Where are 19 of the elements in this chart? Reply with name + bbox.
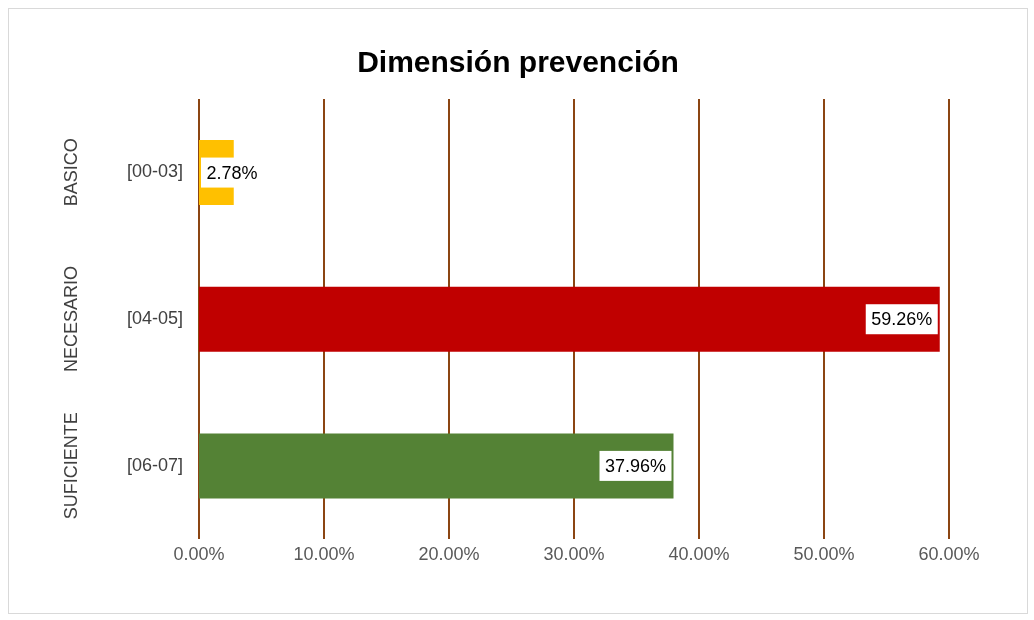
data-label: 2.78% (206, 162, 258, 183)
chart-title: Dimensión prevención (356, 45, 680, 79)
x-tick-label: 40.00% (668, 543, 730, 564)
x-tick-label: 60.00% (918, 543, 980, 564)
y-tick-label: [00-03] (126, 161, 183, 182)
x-tick-label: 0.00% (173, 543, 225, 564)
y-tick-label: [06-07] (126, 454, 183, 475)
x-tick-label: 30.00% (543, 543, 605, 564)
x-tick-label: 10.00% (293, 543, 355, 564)
x-tick-label: 20.00% (418, 543, 480, 564)
text: SUFICIENTE (61, 412, 81, 520)
text: BASICO (61, 138, 81, 207)
bar (199, 286, 940, 352)
data-label: 37.96% (604, 455, 667, 476)
y-tick-label: [04-05] (126, 308, 183, 328)
bar (199, 433, 674, 499)
data-label: 59.26% (871, 309, 933, 330)
x-tick-label: 50.00% (793, 543, 855, 564)
text: NECESARIO (61, 265, 81, 373)
